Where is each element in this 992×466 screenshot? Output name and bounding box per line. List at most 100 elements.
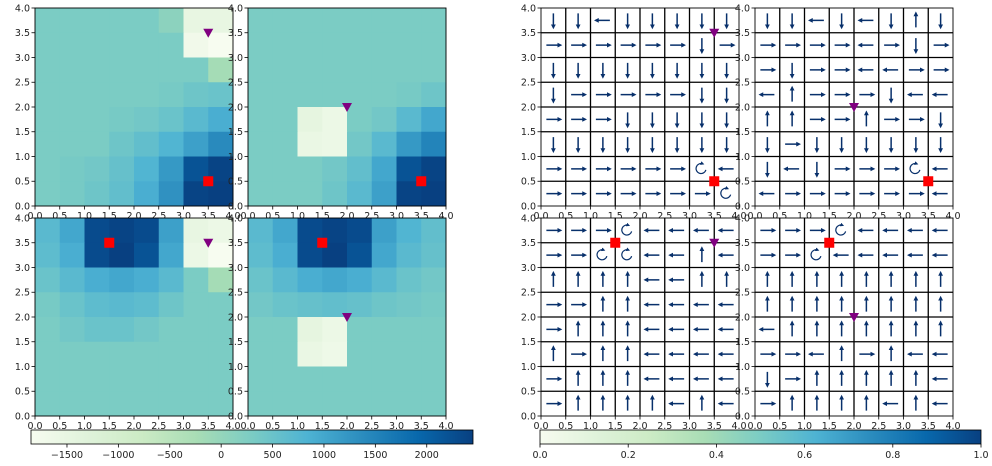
policy-map-4-ytick-label: 2.0 (735, 312, 750, 323)
heat-cell (35, 218, 61, 244)
heat-cell (84, 391, 110, 417)
heat-cell (59, 57, 85, 83)
policy-map-3-ytick-label: 2.5 (521, 288, 536, 299)
value-map-4-ytick-label: 2.5 (228, 288, 243, 299)
heat-cell (109, 391, 135, 417)
policy-map-4-ytick-label: 3.5 (735, 238, 750, 249)
heat-cell (134, 57, 160, 83)
heat-cell (134, 341, 160, 367)
value-map-3-xtick-label: 0.0 (27, 421, 42, 432)
heat-cell (208, 82, 234, 108)
heat-cell (347, 32, 373, 58)
heat-cell (35, 57, 61, 83)
heat-cell (371, 181, 397, 207)
heat-cell (183, 131, 209, 157)
value-map-1-ytick-label: 3.0 (15, 53, 30, 64)
heat-cell (158, 391, 184, 417)
value-map-1-agent-marker (203, 28, 214, 38)
heat-cell (272, 267, 298, 293)
policy-map-3-xtick-label: 2.5 (657, 421, 672, 432)
value-map-1-xtick-label: 1.5 (102, 211, 117, 222)
heat-cell (396, 292, 422, 318)
value-map-2-xtick-label: 0.0 (240, 211, 255, 222)
heat-cell (371, 317, 397, 343)
policy-map-1-xtick-label: 2.0 (632, 211, 647, 222)
probability-colorbar-tick-label: 1.0 (973, 450, 988, 461)
heat-cell (208, 57, 234, 83)
value-map-2-xtick-label: 1.0 (290, 211, 305, 222)
heat-cell (208, 341, 234, 367)
heat-cell (35, 82, 61, 108)
policy-map-3-ytick-label: 1.5 (521, 337, 536, 348)
value-map-1-xtick-label: 0.0 (27, 211, 42, 222)
heat-cell (35, 107, 61, 133)
policy-map-4-ytick-label: 0.5 (735, 387, 750, 398)
policy-map-2-xtick-label: 3.0 (896, 211, 911, 222)
heat-cell (322, 156, 348, 182)
heat-cell (297, 107, 323, 133)
heat-cell (347, 366, 373, 392)
heat-cell (158, 218, 184, 244)
heat-cell (371, 267, 397, 293)
heat-cell (35, 391, 61, 417)
heat-cell (322, 317, 348, 343)
policy-map-3-agent-marker (709, 238, 720, 248)
heat-cell (183, 32, 209, 58)
policy-map-3-xtick-label: 2.0 (632, 421, 647, 432)
heat-cell (248, 181, 274, 207)
heat-cell (134, 292, 160, 318)
value-map-1-ytick-label: 1.0 (15, 152, 30, 163)
heat-cell (158, 242, 184, 268)
heat-cell (183, 341, 209, 367)
heat-cell (421, 32, 447, 58)
heat-cell (208, 242, 234, 268)
value-map-4-xtick-label: 1.0 (290, 421, 305, 432)
heat-cell (272, 391, 298, 417)
heat-cell (183, 107, 209, 133)
heat-cell (371, 341, 397, 367)
heat-cell (109, 317, 135, 343)
value-map-3-xtick-label: 4.0 (225, 421, 240, 432)
heat-cell (109, 57, 135, 83)
heat-cell (109, 341, 135, 367)
value-map-4-frame (247, 217, 447, 417)
value-map-2-xtick-label: 4.0 (438, 211, 453, 222)
heat-cell (371, 57, 397, 83)
policy-map-1-xtick-label: 1.5 (608, 211, 623, 222)
heat-cell (248, 156, 274, 182)
heat-cell (396, 341, 422, 367)
value-map-4-xtick-label: 4.0 (438, 421, 453, 432)
policy-map-3-ytick-label: 3.0 (521, 263, 536, 274)
heat-cell (322, 181, 348, 207)
value-map-1-frame (34, 7, 234, 207)
value-colorbar-tick-label: −1000 (102, 450, 134, 461)
policy-map-4-xtick-label: 1.0 (797, 421, 812, 432)
policy-stay-arrow (835, 222, 847, 236)
policy-stay-arrow (695, 161, 707, 175)
heat-cell (248, 8, 274, 34)
policy-map-2: 0.00.0 0.5 0.5 1.0 1.0 1.5 1.5 2.0 2.0 2.5 2.5 3.0 3… (735, 3, 961, 222)
value-map-4-ytick-label: 0.5 (228, 387, 243, 398)
heat-cell (158, 131, 184, 157)
policy-map-1-ytick-label: 0.5 (521, 177, 536, 188)
heat-cell (396, 107, 422, 133)
heat-cell (109, 181, 135, 207)
heat-cell (134, 181, 160, 207)
heat-cell (183, 366, 209, 392)
heat-cell (134, 156, 160, 182)
policy-map-4-xtick-label: 3.5 (921, 421, 936, 432)
policy-map-1-ytick-label: 3.0 (521, 53, 536, 64)
policy-map-3-goal-marker (610, 237, 621, 248)
heat-cell (59, 341, 85, 367)
heat-cell (421, 267, 447, 293)
heat-cell (158, 292, 184, 318)
heat-cell (322, 32, 348, 58)
value-map-3-ytick-label: 2.5 (15, 288, 30, 299)
heat-cell (272, 317, 298, 343)
policy-stay-arrow (909, 161, 921, 175)
heat-cell (208, 107, 234, 133)
policy-map-1-xtick-label: 3.0 (682, 211, 697, 222)
value-map-2-ytick-label: 0.5 (228, 177, 243, 188)
heat-cell (322, 341, 348, 367)
heat-cell (347, 107, 373, 133)
